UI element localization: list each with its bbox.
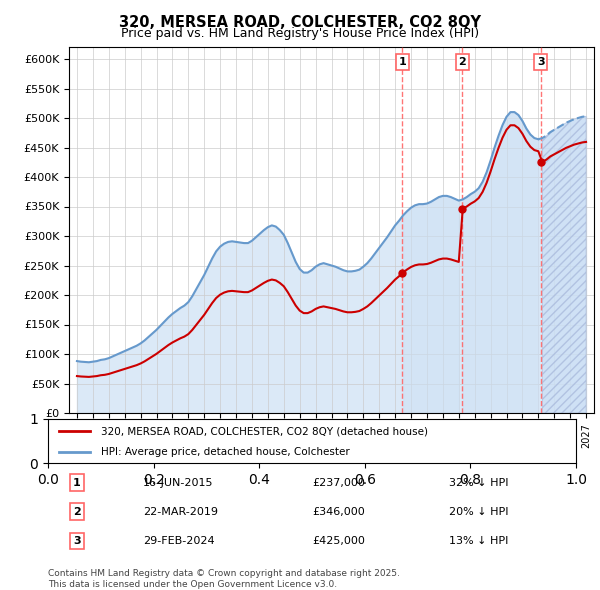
Text: 1: 1 [73,477,81,487]
Text: 1: 1 [398,57,406,67]
Text: 22-MAR-2019: 22-MAR-2019 [143,507,218,517]
Text: £346,000: £346,000 [312,507,365,517]
Text: 32% ↓ HPI: 32% ↓ HPI [449,477,509,487]
Text: 3: 3 [537,57,545,67]
Text: 2: 2 [73,507,81,517]
Text: 3: 3 [73,536,81,546]
Text: 320, MERSEA ROAD, COLCHESTER, CO2 8QY (detached house): 320, MERSEA ROAD, COLCHESTER, CO2 8QY (d… [101,427,428,436]
Text: Contains HM Land Registry data © Crown copyright and database right 2025.
This d: Contains HM Land Registry data © Crown c… [48,569,400,589]
Text: Price paid vs. HM Land Registry's House Price Index (HPI): Price paid vs. HM Land Registry's House … [121,27,479,40]
Text: £425,000: £425,000 [312,536,365,546]
Text: 2: 2 [458,57,466,67]
Text: £237,000: £237,000 [312,477,365,487]
Text: 320, MERSEA ROAD, COLCHESTER, CO2 8QY: 320, MERSEA ROAD, COLCHESTER, CO2 8QY [119,15,481,30]
Text: 20% ↓ HPI: 20% ↓ HPI [449,507,509,517]
Text: HPI: Average price, detached house, Colchester: HPI: Average price, detached house, Colc… [101,447,350,457]
Text: 13% ↓ HPI: 13% ↓ HPI [449,536,509,546]
Text: 16-JUN-2015: 16-JUN-2015 [143,477,214,487]
Text: 29-FEB-2024: 29-FEB-2024 [143,536,215,546]
